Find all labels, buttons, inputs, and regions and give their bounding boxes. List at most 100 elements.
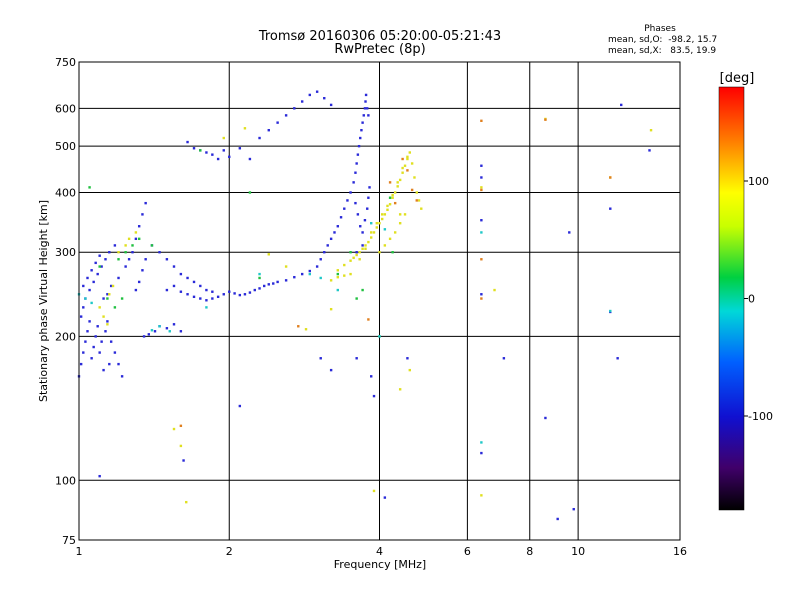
data-point <box>106 323 109 326</box>
data-point <box>120 297 124 300</box>
data-point <box>393 231 397 234</box>
data-point <box>243 127 247 130</box>
data-point <box>358 251 361 254</box>
data-point <box>131 244 134 247</box>
data-point <box>410 188 414 192</box>
data-point <box>142 335 146 338</box>
data-point <box>544 118 547 121</box>
data-point <box>284 265 288 268</box>
data-point <box>179 272 183 276</box>
data-point <box>361 247 364 250</box>
data-point <box>354 171 357 174</box>
data-point <box>609 309 612 313</box>
colorbar-tick-label: 0 <box>748 293 755 306</box>
data-point <box>408 151 411 154</box>
data-point <box>267 253 270 256</box>
x-tick-label: 16 <box>673 545 687 558</box>
data-point <box>363 107 367 110</box>
data-point <box>172 323 176 326</box>
data-point <box>108 293 111 296</box>
y-tick-label: 300 <box>55 246 76 259</box>
data-point <box>401 166 404 170</box>
data-point <box>364 100 367 103</box>
data-point <box>367 240 370 244</box>
data-point <box>417 199 421 202</box>
data-point <box>205 299 208 302</box>
data-point <box>94 261 97 265</box>
data-point <box>413 176 416 179</box>
data-point <box>248 291 252 294</box>
data-point <box>372 394 376 398</box>
data-point <box>297 325 300 328</box>
data-point <box>228 155 231 159</box>
data-point <box>396 181 399 184</box>
data-point <box>300 100 304 103</box>
data-point <box>383 244 387 247</box>
data-point <box>109 284 113 288</box>
data-point <box>88 288 91 292</box>
data-point <box>90 269 93 272</box>
colorbar-tick-label: -100 <box>748 410 773 423</box>
data-point <box>222 293 225 296</box>
data-point <box>150 329 154 332</box>
data-point <box>137 237 141 241</box>
data-point <box>480 231 483 234</box>
data-point <box>276 121 279 124</box>
data-point <box>357 144 361 148</box>
data-point <box>102 315 105 318</box>
data-point <box>308 269 311 273</box>
data-point <box>361 244 364 247</box>
data-point <box>134 231 138 234</box>
colorbar <box>718 86 745 511</box>
data-point <box>410 162 414 165</box>
data-point <box>480 494 483 497</box>
data-point <box>124 251 127 254</box>
data-point <box>100 340 103 343</box>
data-point <box>88 320 91 323</box>
data-point <box>361 288 364 292</box>
data-point <box>304 328 308 331</box>
y-tick-label: 600 <box>55 102 76 115</box>
data-point <box>86 276 89 280</box>
x-tick-label: 8 <box>526 545 533 558</box>
phase-summary-o: mean, sd,O: -98.2, 15.7 <box>608 35 717 45</box>
data-point <box>329 307 333 311</box>
data-point <box>361 231 364 234</box>
data-point <box>186 276 189 280</box>
y-axis-label: Stationary phase Virtual Height [km] <box>37 200 50 402</box>
x-axis-ticks: 1 2 4 6 8 10 16 <box>76 545 688 558</box>
data-point <box>222 149 225 152</box>
data-point <box>238 147 242 150</box>
data-point <box>172 284 176 288</box>
data-point <box>329 279 333 282</box>
data-point <box>113 306 117 309</box>
phase-summary-x: mean, sd,X: 83.5, 19.9 <box>608 46 716 56</box>
data-point <box>108 362 111 366</box>
data-point <box>82 284 85 288</box>
grid-lines <box>79 62 680 540</box>
data-point <box>378 251 381 254</box>
data-point <box>352 256 355 260</box>
data-point <box>106 293 109 296</box>
data-point <box>144 201 147 205</box>
data-point <box>300 272 304 276</box>
data-point <box>420 207 423 210</box>
data-point <box>192 147 196 150</box>
data-point <box>82 351 85 354</box>
data-point <box>211 290 214 293</box>
data-point <box>79 362 83 366</box>
data-point <box>192 280 196 284</box>
data-point <box>308 93 311 97</box>
data-point <box>186 140 189 144</box>
data-point <box>362 114 365 117</box>
data-point <box>248 157 252 161</box>
data-point <box>199 149 202 152</box>
data-point <box>84 297 87 300</box>
data-point <box>158 325 161 328</box>
data-point <box>544 416 547 420</box>
data-point <box>398 178 402 182</box>
phase-summary-heading: Phases <box>644 24 676 34</box>
data-point <box>366 207 369 210</box>
data-point <box>111 284 115 288</box>
data-point <box>358 258 361 261</box>
